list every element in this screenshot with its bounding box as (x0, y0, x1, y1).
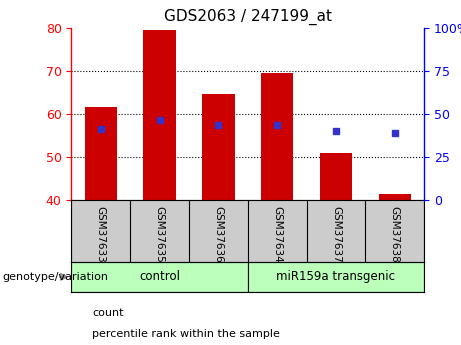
Title: GDS2063 / 247199_at: GDS2063 / 247199_at (164, 9, 332, 25)
Bar (202, 95, 235, 200)
Bar (320, 152, 352, 200)
Text: GSM37635: GSM37635 (154, 206, 165, 263)
Text: GSM37638: GSM37638 (390, 206, 400, 263)
Bar (261, 73, 293, 200)
Text: percentile rank within the sample: percentile rank within the sample (92, 329, 280, 339)
Bar (248, 262, 424, 292)
Text: GSM37633: GSM37633 (96, 206, 106, 263)
Bar (71, 262, 248, 292)
Bar (378, 194, 411, 200)
Text: control: control (139, 270, 180, 283)
Bar (143, 30, 176, 200)
Text: GSM37637: GSM37637 (331, 206, 341, 263)
Text: GSM37634: GSM37634 (272, 206, 282, 263)
Text: GSM37636: GSM37636 (213, 206, 224, 263)
Text: miR159a transgenic: miR159a transgenic (277, 270, 396, 283)
Bar (85, 107, 117, 200)
Text: genotype/variation: genotype/variation (2, 272, 108, 282)
Text: count: count (92, 308, 124, 318)
